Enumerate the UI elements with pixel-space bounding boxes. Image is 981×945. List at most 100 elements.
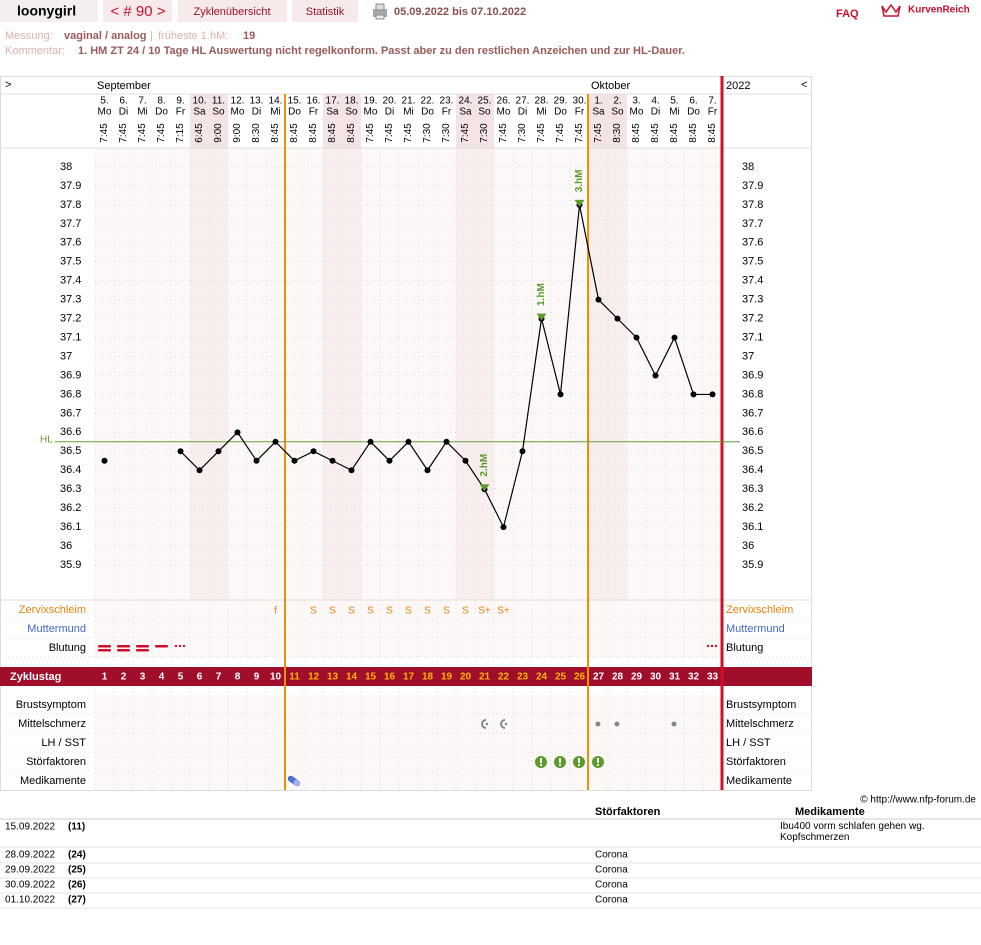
y-tick-label: 36.3 [60, 483, 81, 495]
row-disturbance: Corona [595, 895, 628, 906]
cycle-day-bar [0, 667, 812, 686]
tab[interactable] [178, 0, 287, 22]
print-icon[interactable] [373, 3, 387, 20]
nav-left[interactable]: > [5, 79, 11, 91]
hm-label: 1.hM [536, 283, 547, 306]
time-label: 7:45 [384, 123, 395, 143]
row-label-right: Brustsymptom [726, 699, 796, 711]
date-label: 10. [193, 96, 207, 107]
time-label: 8:45 [650, 123, 661, 143]
temperature-point [234, 429, 241, 436]
weekday-label: Di [385, 107, 394, 118]
date-label: 11. [212, 96, 225, 107]
time-label: 7:45 [365, 123, 376, 143]
cycle-day: 4 [159, 672, 165, 683]
temperature-point [709, 391, 716, 398]
time-label: 8:45 [669, 123, 680, 143]
logo-icon[interactable] [881, 3, 901, 17]
weekend-column [190, 148, 209, 600]
time-label: 7:45 [536, 123, 547, 143]
y-tick-label: 37.1 [60, 331, 81, 343]
y-tick-label: 37.4 [60, 275, 81, 287]
weekday-label: So [212, 107, 225, 118]
tab-label[interactable]: Statistik [306, 6, 345, 18]
temperature-point [367, 438, 374, 445]
medication-icon [287, 775, 301, 787]
temperature-point [405, 438, 412, 445]
temperature-point [671, 334, 678, 341]
cycle-day: 31 [669, 672, 681, 683]
y-tick-label-right: 37.7 [742, 218, 763, 230]
y-tick-label-right: 37.4 [742, 275, 763, 287]
y-tick-label-right: 37.9 [742, 180, 763, 192]
weekend-column [608, 94, 627, 148]
comment: 1. HM ZT 24 / 10 Tage HL Auswertung nich… [78, 45, 685, 57]
logo-text[interactable]: KurvenReich [908, 5, 970, 16]
row-date: 28.09.2022 [5, 850, 55, 861]
time-label: 8:45 [289, 123, 300, 143]
temperature-point [253, 457, 260, 464]
nav-box[interactable] [103, 0, 172, 22]
y-tick-label-right: 36.5 [742, 445, 763, 457]
time-label: 7:45 [99, 123, 110, 143]
mucus-value: S+ [497, 606, 510, 617]
temperature-point [614, 315, 621, 322]
y-tick-label: 36.9 [60, 369, 81, 381]
weekday-label: So [478, 107, 491, 118]
tab[interactable] [292, 0, 358, 22]
cycle-day: 20 [460, 672, 472, 683]
time-label: 7:45 [555, 123, 566, 143]
weekday-label: Fr [176, 107, 186, 118]
temperature-point [215, 448, 222, 455]
weekend-column [589, 94, 608, 148]
date-label: 1. [594, 96, 602, 107]
cycle-day: 1 [102, 672, 108, 683]
hm-label: 3.hM [574, 170, 585, 193]
date-label: 7. [708, 96, 716, 107]
temperature-point [462, 457, 469, 464]
cycle-day: 17 [403, 672, 415, 683]
date-label: 20. [383, 96, 397, 107]
faq-link[interactable]: FAQ [836, 8, 859, 20]
weekend-column [475, 94, 494, 148]
row-label: LH / SST [41, 737, 86, 749]
row-date: 29.09.2022 [5, 865, 55, 876]
y-tick-label-right: 37.5 [742, 256, 763, 268]
cycle-day: 29 [631, 672, 643, 683]
grid [0, 148, 812, 790]
tab-label[interactable]: Zyklenübersicht [193, 6, 270, 18]
time-label: 8:45 [707, 123, 718, 143]
row-label-right: Blutung [726, 642, 763, 654]
weekday-label: Mi [669, 107, 680, 118]
cycle-nav[interactable]: < # 90 > [110, 3, 165, 20]
comment-label: Kommentar: [5, 45, 65, 57]
month-label: September [97, 80, 151, 92]
date-label: 7. [138, 96, 146, 107]
time-label: 8:45 [631, 123, 642, 143]
nav-right[interactable]: < [801, 79, 807, 91]
cycle-day: 27 [593, 672, 605, 683]
row-label-right: Muttermund [726, 623, 785, 635]
row-disturbance: Corona [595, 865, 628, 876]
y-tick-label: 36.1 [60, 521, 81, 533]
y-tick-label: 36.8 [60, 388, 81, 400]
cycle-day: 32 [688, 672, 700, 683]
weekday-label: Mo [630, 107, 644, 118]
weekday-label: Fr [575, 107, 585, 118]
hm-label: 2.hM [479, 454, 490, 477]
weekday-label: So [345, 107, 358, 118]
temperature-point [196, 467, 203, 474]
separator: | [150, 30, 153, 42]
y-tick-label-right: 36.3 [742, 483, 763, 495]
weekday-label: Di [518, 107, 527, 118]
date-label: 28. [535, 96, 549, 107]
time-label: 7:30 [479, 123, 490, 143]
row-label: Brustsymptom [16, 699, 86, 711]
y-tick-label: 37.3 [60, 294, 81, 306]
weekday-label: Fr [309, 107, 319, 118]
row-medication: Ibu400 vorm schlafen gehen wg. Kopfschme… [780, 821, 925, 843]
date-label: 9. [176, 96, 184, 107]
cycle-day-label: Zyklustag [10, 671, 61, 683]
cycle-day: 30 [650, 672, 662, 683]
